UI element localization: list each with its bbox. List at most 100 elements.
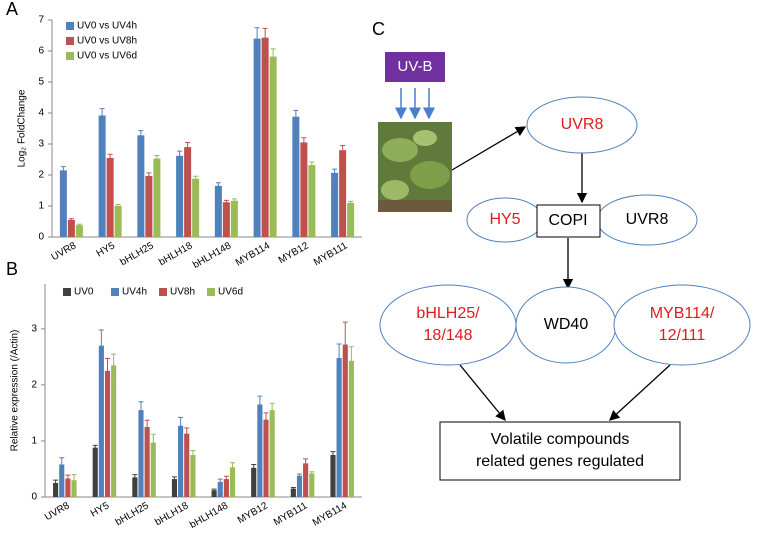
error-bar [150, 433, 156, 452]
x-tick-label: MYB111 [272, 500, 310, 528]
error-bar [111, 353, 117, 377]
x-tick-label: bHLH148 [188, 500, 230, 531]
node-label: bHLH25/ [416, 305, 480, 322]
y-tick-label: 0 [38, 232, 44, 243]
bar [114, 206, 122, 237]
x-tick-label: MYB12 [236, 500, 270, 526]
y-tick-label: 6 [38, 46, 44, 57]
error-bar [185, 141, 191, 153]
error-bar [105, 358, 111, 384]
error-bar [184, 427, 190, 440]
error-bar [53, 479, 59, 487]
error-bar [177, 150, 183, 161]
bar [269, 410, 275, 497]
bar [176, 155, 184, 237]
x-tick-label: bHLH18 [153, 500, 191, 528]
node-label: WD40 [544, 316, 589, 333]
x-tick-label: bHLH25 [118, 240, 156, 268]
bar [150, 442, 156, 497]
stimulus-label: UV-B [397, 58, 432, 75]
error-bar [290, 486, 296, 491]
y-tick-label: 7 [38, 15, 44, 26]
error-bar [68, 218, 74, 222]
bar [92, 447, 98, 497]
error-bar [217, 478, 223, 486]
legend-label: UV0 vs UV8h [77, 36, 137, 47]
y-tick-label: 1 [31, 436, 37, 447]
error-bar [263, 412, 269, 427]
error-bar [107, 153, 113, 163]
node-label: Volatile compounds [491, 431, 630, 448]
error-bar [138, 401, 144, 420]
legend-swatch [159, 288, 167, 296]
legend-label: UV0 vs UV6d [77, 51, 137, 62]
uvb-box [385, 52, 445, 82]
bar [290, 488, 296, 497]
error-bar [76, 223, 82, 227]
bar [263, 419, 269, 497]
x-tick-label: UVR8 [43, 500, 72, 523]
x-tick-label: bHLH25 [114, 500, 152, 528]
error-bar [269, 402, 275, 418]
x-tick-label: MYB111 [312, 240, 350, 268]
legend-label: UV0 vs UV4h [77, 21, 137, 32]
error-bar [309, 161, 315, 169]
arrows [451, 126, 671, 422]
x-tick-label: MYB114 [311, 500, 349, 529]
bar [214, 185, 222, 237]
bar [251, 467, 257, 497]
x-tick-label: MYB12 [277, 240, 311, 266]
legend-swatch [63, 288, 71, 296]
error-bar [303, 458, 309, 469]
legend-swatch [66, 37, 74, 45]
error-bar [251, 463, 257, 472]
bar [296, 475, 303, 497]
error-bar [301, 137, 307, 148]
x-tick-label: HY5 [89, 500, 112, 519]
bar [223, 479, 229, 497]
error-bar [230, 462, 236, 473]
legend-swatch [111, 288, 119, 296]
bar [339, 150, 347, 237]
bar [178, 425, 184, 497]
error-bar [348, 346, 354, 376]
node-label: 18/148 [424, 327, 473, 344]
error-bar [262, 27, 268, 48]
plant-photo [378, 122, 452, 212]
panel-label: C [372, 19, 385, 39]
legend-swatch [207, 288, 215, 296]
error-bar [254, 27, 260, 50]
error-bar [99, 108, 105, 123]
y-tick-label: 3 [31, 323, 37, 334]
bar [184, 147, 192, 237]
y-axis-label: Log₂ FoldChange [17, 89, 28, 167]
x-tick-label: HY5 [95, 240, 118, 259]
bar [171, 479, 178, 497]
error-bar [190, 449, 196, 460]
error-bar [342, 321, 348, 368]
error-bar [146, 172, 152, 180]
bar [303, 463, 309, 497]
error-bar [332, 168, 338, 178]
error-bar [270, 48, 276, 65]
error-bar [65, 474, 71, 483]
x-tick-label: bHLH148 [191, 240, 233, 271]
bar [308, 165, 316, 237]
bar [184, 433, 190, 497]
error-bar [215, 182, 221, 190]
node-label: UVR8 [561, 116, 604, 133]
bar [144, 426, 150, 497]
bar [257, 404, 263, 497]
error-bar [211, 488, 217, 492]
legend-swatch [66, 52, 74, 60]
error-bar [257, 395, 263, 414]
bar [229, 467, 236, 497]
node-label: COPI [548, 212, 587, 229]
error-bar [92, 444, 98, 451]
bar [300, 142, 308, 237]
panel-label: B [6, 259, 18, 279]
bar [145, 175, 153, 237]
error-bar [231, 198, 237, 204]
bar [347, 202, 355, 237]
legend-label: UV4h [122, 287, 147, 298]
